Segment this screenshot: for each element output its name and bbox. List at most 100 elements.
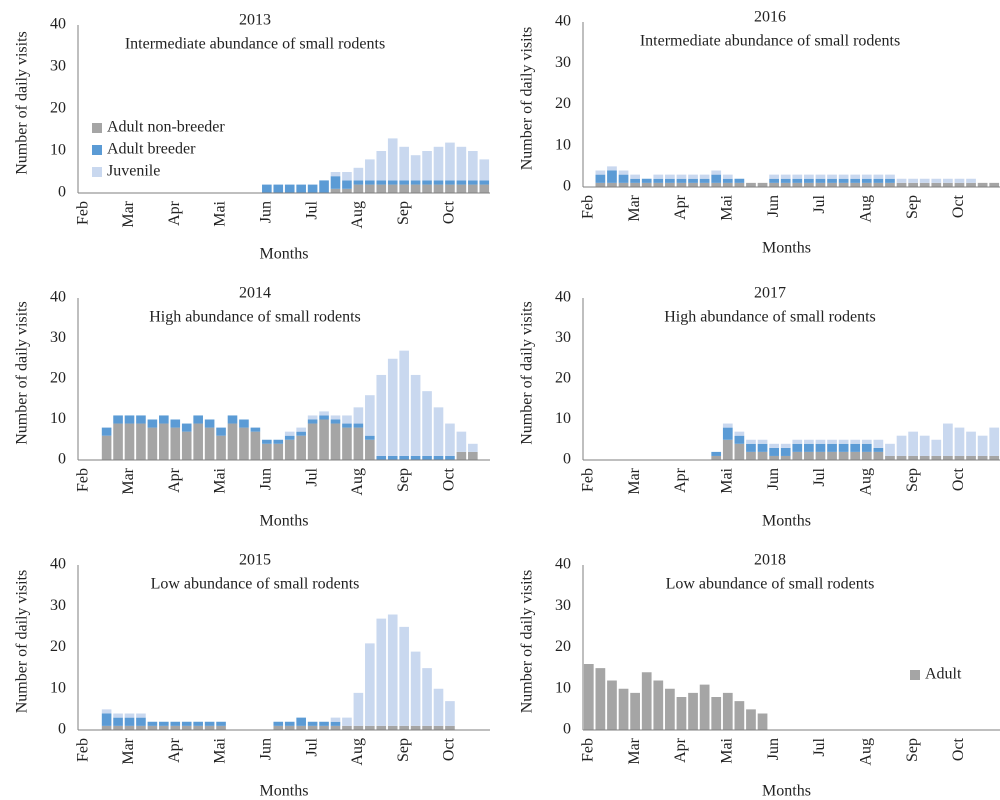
bar (815, 174, 826, 179)
bar (780, 443, 791, 448)
bar (699, 684, 710, 730)
y-tick-label: 0 (563, 721, 571, 738)
bar (193, 415, 203, 424)
y-tick-label: 40 (50, 289, 66, 306)
legend-label: Adult breeder (107, 141, 196, 158)
bar (468, 451, 478, 460)
bar (410, 184, 421, 193)
y-tick-label: 10 (555, 679, 571, 696)
x-tick-label: Jul (303, 737, 320, 756)
x-tick-label: Feb (579, 195, 596, 219)
bar (931, 182, 942, 187)
y-tick-label: 10 (555, 410, 571, 427)
bar (399, 180, 409, 185)
x-tick-label: Sep (395, 738, 412, 762)
bar (966, 455, 976, 460)
bar (827, 178, 837, 183)
x-tick-label: Mai (212, 737, 229, 763)
x-tick-label: Mar (626, 467, 643, 494)
bar (342, 427, 352, 460)
x-tick-label: Sep (395, 468, 412, 492)
bar (204, 427, 215, 460)
bar (422, 725, 432, 730)
x-tick-label: Apr (166, 737, 183, 763)
bar (722, 174, 733, 179)
bar (101, 427, 112, 436)
bar (769, 174, 779, 179)
bar (181, 423, 192, 432)
bar (618, 170, 629, 175)
bar (387, 455, 398, 460)
x-tick-label: Feb (74, 738, 91, 762)
bar (954, 182, 965, 187)
bar (804, 451, 814, 460)
bar (227, 423, 238, 460)
bar (353, 407, 364, 424)
bar (885, 182, 895, 187)
bar (181, 725, 192, 730)
bar (850, 443, 861, 452)
panel-subtitle: Intermediate abundance of small rodents (125, 36, 385, 53)
bar (931, 455, 942, 460)
bar (838, 443, 849, 452)
bar (181, 721, 192, 726)
bar (699, 182, 710, 187)
bar (850, 439, 861, 444)
bar (342, 423, 352, 428)
bar (885, 443, 895, 456)
y-tick-label: 40 (50, 556, 66, 573)
bar (746, 451, 756, 460)
bar (445, 455, 455, 460)
bar (722, 178, 733, 183)
x-tick-label: Apr (672, 194, 689, 220)
bar (607, 170, 617, 183)
bar (262, 443, 272, 460)
bar (989, 427, 1000, 456)
bar (159, 725, 169, 730)
x-tick-label: Apr (672, 737, 689, 763)
y-tick-label: 30 (50, 329, 66, 346)
x-tick-label: Sep (395, 201, 412, 225)
bar (296, 431, 306, 436)
bar (977, 182, 988, 187)
bar (827, 451, 837, 460)
bar (124, 717, 135, 726)
bar (124, 423, 135, 460)
bar (296, 717, 306, 726)
legend-label: Juvenile (107, 163, 160, 180)
bar (365, 159, 375, 181)
bar (468, 180, 478, 185)
bar (827, 174, 837, 179)
bar (896, 182, 907, 187)
y-tick-label: 0 (58, 451, 66, 468)
bar (376, 184, 387, 193)
bar (757, 182, 768, 187)
x-tick-label: Oct (950, 194, 967, 218)
bar (989, 182, 1000, 187)
bar (193, 423, 203, 460)
y-tick-label: 20 (50, 100, 66, 117)
bar (746, 443, 756, 452)
x-tick-label: Apr (166, 200, 183, 226)
bar (931, 178, 942, 183)
bar (595, 182, 606, 187)
x-tick-label: Oct (441, 200, 458, 224)
x-axis-label: Months (762, 513, 811, 530)
bar (330, 419, 341, 424)
bar (273, 439, 284, 444)
x-tick-label: Sep (904, 195, 921, 219)
bar (342, 180, 352, 189)
bar (630, 174, 640, 179)
bar (284, 721, 295, 726)
bar (365, 725, 375, 730)
bar (989, 455, 1000, 460)
panel-subtitle: Low abundance of small rodents (666, 576, 875, 593)
y-tick-label: 30 (555, 54, 571, 71)
bar (353, 423, 364, 428)
bar (227, 415, 238, 424)
x-tick-label: Mai (718, 737, 735, 763)
bar (330, 717, 341, 722)
bar (456, 146, 467, 181)
bar (908, 182, 918, 187)
bar (365, 435, 375, 440)
